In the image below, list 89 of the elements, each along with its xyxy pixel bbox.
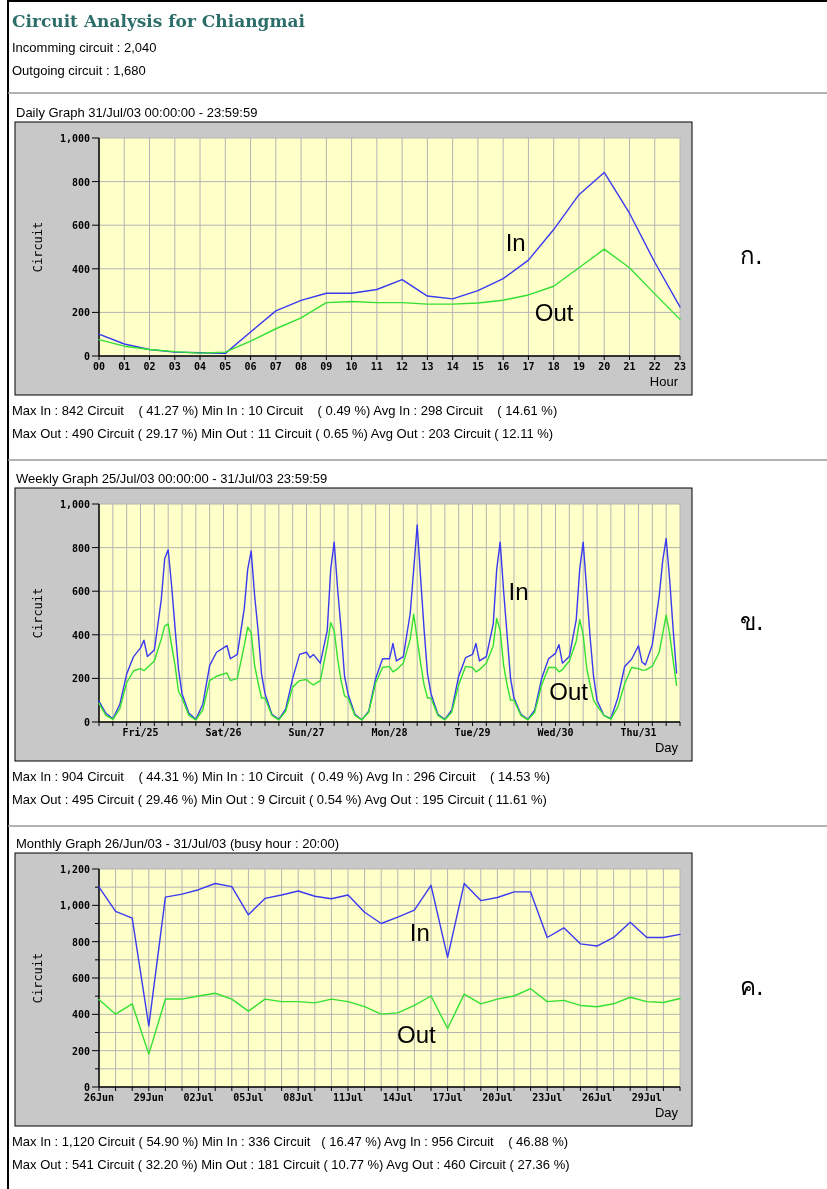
x-tick-label: 04	[194, 361, 207, 372]
y-tick-label: 400	[71, 263, 90, 275]
x-axis-title: Day	[654, 1105, 679, 1120]
x-tick-label: 11	[370, 361, 383, 372]
y-tick-label: 800	[71, 936, 90, 948]
x-tick-label: Thu/31	[620, 727, 657, 738]
y-tick-label: 0	[83, 1082, 90, 1093]
text: ค.	[740, 973, 764, 1001]
y-tick-label: 200	[71, 307, 90, 319]
x-tick-label: 06	[244, 361, 257, 372]
y-tick-label: 600	[71, 220, 90, 232]
x-tick-label: 14	[446, 361, 459, 372]
chart-title: Weekly Graph 25/Jul/03 00:00:00 - 31/Jul/03 23:59:59	[16, 471, 328, 486]
x-tick-label: 29Jul	[631, 1092, 662, 1103]
y-tick-label: 1,200	[59, 864, 90, 875]
y-tick-label: 400	[71, 1009, 90, 1021]
x-tick-label: 22	[648, 361, 661, 372]
y-axis-title: Circuit	[31, 587, 45, 639]
x-tick-label: 01	[118, 361, 131, 372]
x-tick-label: Wed/30	[537, 727, 574, 738]
text: Max In : 1,120 Circuit ( 54.90 %) Min In : 336 Circuit ( 16.47 %) Avg In : 956 Circuit ( 46.88 %)	[12, 1134, 569, 1149]
y-tick-label: 400	[71, 629, 90, 641]
x-axis-title: Day	[654, 740, 679, 755]
x-tick-label: 02	[143, 361, 156, 372]
series-label: Out	[397, 1021, 437, 1049]
series-label: In	[409, 918, 430, 946]
y-axis-title: Circuit	[31, 952, 45, 1004]
y-tick-label: 0	[83, 351, 90, 362]
x-tick-label: 23	[673, 361, 687, 372]
x-tick-label: 17	[522, 361, 535, 372]
y-tick-label: 800	[71, 176, 90, 188]
series-label: Out	[534, 299, 574, 327]
x-tick-label: 14Jul	[382, 1092, 413, 1103]
series-label: Out	[549, 678, 589, 706]
x-tick-label: 05Jul	[233, 1092, 264, 1103]
x-tick-label: 00	[92, 361, 106, 372]
x-tick-label: 20	[598, 361, 611, 372]
text: Circuit Analysis for Chiangmai	[12, 11, 306, 31]
y-tick-label: 0	[83, 717, 90, 728]
x-tick-label: 17Jul	[432, 1092, 463, 1103]
x-tick-label: 23Jul	[532, 1092, 563, 1103]
x-tick-label: 05	[219, 361, 232, 372]
x-tick-label: 26Jul	[581, 1092, 613, 1103]
text: Incomming circuit : 2,040	[12, 40, 157, 55]
series-label: In	[505, 229, 526, 257]
x-tick-label: 08Jul	[283, 1092, 314, 1103]
x-tick-label: Sun/27	[288, 727, 325, 738]
y-tick-label: 200	[71, 673, 90, 685]
text: ข.	[740, 608, 764, 636]
y-tick-label: 200	[71, 1045, 90, 1057]
x-tick-label: 20Jul	[482, 1092, 513, 1103]
x-tick-label: 12	[396, 361, 409, 372]
x-tick-label: Mon/28	[371, 727, 408, 738]
x-tick-label: 18	[547, 361, 560, 372]
y-tick-label: 1,000	[59, 499, 90, 510]
x-tick-label: 26Jun	[83, 1092, 115, 1103]
series-label: In	[508, 577, 529, 605]
x-axis-title: Hour	[649, 374, 679, 389]
text: Max In : 842 Circuit ( 41.27 %) Min In : 10 Circuit ( 0.49 %) Avg In : 298 Circuit ( 14.61 %)	[12, 403, 558, 418]
y-tick-label: 1,000	[59, 133, 90, 144]
y-tick-label: 600	[71, 973, 90, 984]
y-tick-label: 800	[71, 542, 90, 554]
text: Outgoing circuit : 1,680	[12, 63, 146, 78]
text: Max Out : 490 Circuit ( 29.17 %) Min Out : 11 Circuit ( 0.65 %) Avg Out : 203 Circuit ( 12.11 %)	[12, 426, 554, 441]
x-tick-label: 10	[345, 361, 358, 372]
y-axis-title: Circuit	[31, 221, 45, 273]
x-tick-label: 11Jul	[332, 1092, 364, 1103]
chart-title: Monthly Graph 26/Jun/03 - 31/Jul/03 (busy hour : 20:00)	[16, 836, 340, 851]
x-tick-label: 03	[168, 361, 181, 372]
x-tick-label: 19	[572, 361, 585, 372]
x-tick-label: 08	[295, 361, 308, 372]
text: Max Out : 541 Circuit ( 32.20 %) Min Out : 181 Circuit ( 10.77 %) Avg Out : 460 Circuit ( 27.36 %)	[12, 1157, 570, 1172]
x-tick-label: 16	[497, 361, 510, 372]
y-tick-label: 600	[71, 586, 90, 598]
x-tick-label: 09	[320, 361, 333, 372]
y-tick-label: 1,000	[59, 900, 90, 912]
x-tick-label: 02Jul	[183, 1092, 214, 1103]
chart-title: Daily Graph 31/Jul/03 00:00:00 - 23:59:59	[16, 105, 258, 120]
x-tick-label: 15	[471, 361, 484, 372]
text: Max Out : 495 Circuit ( 29.46 %) Min Out : 9 Circuit ( 0.54 %) Avg Out : 195 Circuit ( 11.61 %)	[12, 792, 547, 807]
text: ก.	[740, 242, 763, 270]
x-tick-label: 07	[269, 361, 282, 372]
x-tick-label: Fri/25	[122, 727, 159, 738]
x-tick-label: 21	[623, 361, 636, 372]
text: Max In : 904 Circuit ( 44.31 %) Min In : 10 Circuit ( 0.49 %) Avg In : 296 Circuit ( 14.53 %)	[12, 769, 551, 784]
x-tick-label: Tue/29	[454, 727, 491, 738]
x-tick-label: 13	[421, 361, 434, 372]
x-tick-label: Sat/26	[205, 727, 242, 738]
x-tick-label: 29Jun	[133, 1092, 164, 1103]
